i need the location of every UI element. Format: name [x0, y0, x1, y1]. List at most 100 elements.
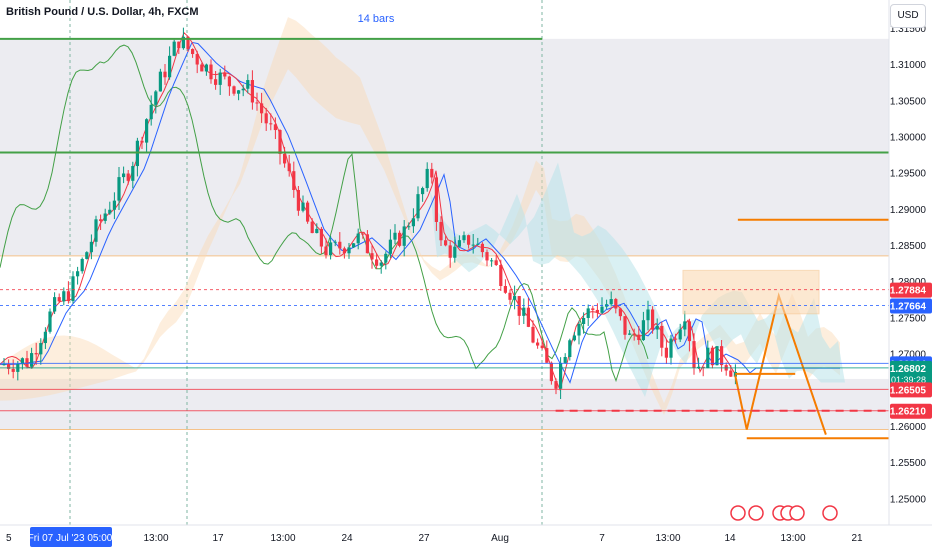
- candle-body: [646, 309, 649, 320]
- candle-body: [508, 293, 511, 300]
- candle-body: [260, 103, 263, 113]
- candle-body: [324, 247, 327, 256]
- candle-body: [2, 364, 5, 365]
- candle-body: [462, 235, 465, 240]
- candle-body: [232, 86, 235, 93]
- candle-body: [292, 171, 295, 190]
- price-label-text: 1.26505: [890, 385, 927, 396]
- candle-body: [278, 130, 281, 154]
- candle-body: [306, 203, 309, 222]
- candle-body: [522, 308, 525, 316]
- x-tick-label: Fri 07 Jul '23 05:00: [28, 533, 113, 544]
- candle-body: [214, 79, 217, 85]
- candle-body: [559, 363, 562, 389]
- candle-body: [265, 113, 268, 123]
- candle-body: [453, 247, 456, 258]
- x-tick-label: 13:00: [270, 533, 295, 544]
- candle-body: [99, 219, 102, 221]
- price-label-text: 1.27884: [890, 286, 927, 297]
- x-tick-label: Aug: [491, 533, 509, 544]
- candle-body: [62, 291, 65, 301]
- candle-body: [191, 49, 194, 54]
- x-tick-label: 27: [418, 533, 430, 544]
- price-label-text: 1.27664: [890, 302, 927, 313]
- candle-body: [669, 339, 672, 358]
- candle-body: [196, 54, 199, 64]
- candle-body: [85, 252, 88, 259]
- candle-body: [67, 291, 70, 301]
- y-tick-label: 1.29000: [890, 205, 927, 216]
- candle-body: [403, 226, 406, 245]
- candle-body: [117, 177, 120, 201]
- candle-body: [600, 307, 603, 313]
- candle-body: [665, 348, 668, 358]
- candle-body: [140, 141, 143, 143]
- candle-body: [48, 312, 51, 332]
- candle-body: [458, 240, 461, 247]
- candle-body: [81, 259, 84, 271]
- economic-event-icon: [749, 506, 763, 520]
- candle-body: [435, 177, 438, 222]
- candle-body: [39, 343, 42, 354]
- candle-body: [163, 72, 166, 78]
- candle-body: [283, 154, 286, 163]
- candle-body: [301, 203, 304, 211]
- candle-body: [573, 336, 576, 341]
- candle-body: [596, 310, 599, 313]
- candle-body: [150, 105, 153, 119]
- currency-button[interactable]: USD: [890, 4, 926, 28]
- candle-body: [237, 90, 240, 93]
- candle-body: [352, 243, 355, 247]
- candle-body: [384, 254, 387, 263]
- candle-body: [366, 234, 369, 253]
- candle-body: [361, 234, 364, 235]
- candle-body: [370, 253, 373, 259]
- x-tick-label: 13:00: [143, 533, 168, 544]
- candle-body: [729, 371, 732, 377]
- candle-body: [674, 339, 677, 340]
- candle-body: [228, 76, 231, 86]
- candle-body: [53, 297, 56, 311]
- candle-body: [499, 265, 502, 286]
- candle-body: [274, 124, 277, 130]
- candle-body: [679, 329, 682, 339]
- candle-body: [398, 233, 401, 246]
- candle-body: [104, 213, 107, 220]
- candle-body: [531, 327, 534, 343]
- candle-body: [380, 263, 383, 266]
- y-tick-label: 1.26000: [890, 422, 927, 433]
- candle-body: [131, 166, 134, 181]
- candle-body: [642, 320, 645, 340]
- x-tick-label: 5: [6, 533, 12, 544]
- candle-body: [582, 318, 585, 324]
- candle-body: [495, 260, 498, 265]
- candle-body: [568, 340, 571, 357]
- target-box: [683, 270, 819, 313]
- candle-body: [145, 119, 148, 142]
- y-tick-label: 1.30000: [890, 133, 927, 144]
- x-tick-label: 21: [851, 533, 863, 544]
- chart-title: British Pound / U.S. Dollar, 4h, FXCM: [6, 6, 199, 18]
- candle-body: [660, 326, 663, 348]
- candle-body: [472, 245, 475, 246]
- support-zone: [0, 379, 889, 430]
- candle-body: [76, 271, 79, 276]
- x-tick-label: 13:00: [780, 533, 805, 544]
- candle-body: [688, 321, 691, 341]
- candle-body: [430, 169, 433, 178]
- candle-body: [651, 309, 654, 329]
- candle-body: [513, 296, 516, 300]
- candle-body: [614, 299, 617, 308]
- candle-body: [610, 299, 613, 304]
- candle-body: [338, 242, 341, 249]
- candle-body: [44, 332, 47, 343]
- candle-body: [25, 358, 28, 367]
- candle-body: [159, 72, 162, 92]
- candle-body: [623, 316, 626, 335]
- candle-body: [94, 219, 97, 242]
- candle-body: [35, 353, 38, 354]
- candle-body: [357, 234, 360, 244]
- candle-body: [297, 190, 300, 211]
